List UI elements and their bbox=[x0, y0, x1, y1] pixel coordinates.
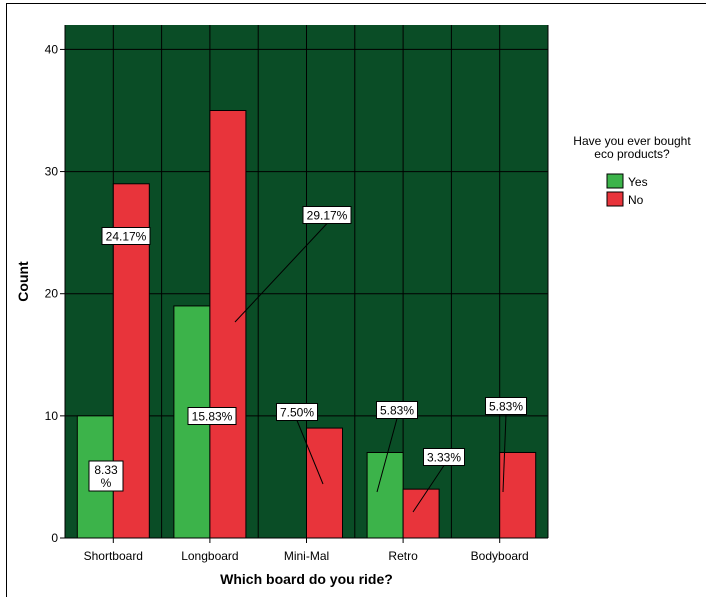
legend-swatch-yes bbox=[606, 173, 624, 189]
data-label-box bbox=[88, 460, 124, 492]
data-label: 8.33% bbox=[88, 460, 124, 492]
data-label-box bbox=[423, 448, 465, 466]
data-label: 5.83% bbox=[376, 401, 418, 419]
data-label: 3.33% bbox=[423, 448, 465, 466]
x-tick-label: Longboard bbox=[181, 549, 238, 563]
legend-title: eco products? bbox=[594, 147, 670, 161]
leader-line bbox=[412, 465, 445, 513]
data-label-box bbox=[302, 206, 352, 224]
leader-line bbox=[296, 420, 324, 485]
data-label-text: 29.17% bbox=[307, 209, 348, 223]
bar-no-mini-mal bbox=[306, 427, 343, 539]
data-label: 5.83% bbox=[485, 397, 527, 415]
data-label-text: 5.83% bbox=[380, 404, 414, 418]
bar-no-longboard bbox=[209, 110, 247, 539]
data-label-box bbox=[276, 403, 318, 421]
label-leader-lines bbox=[234, 223, 507, 513]
data-label-box bbox=[187, 407, 237, 425]
leader-line bbox=[234, 223, 328, 323]
bar-no-retro bbox=[402, 488, 440, 539]
leader-line bbox=[376, 418, 398, 493]
y-tick-label: 0 bbox=[51, 531, 58, 545]
data-label: 15.83% bbox=[187, 407, 237, 425]
data-label-text: 5.83% bbox=[489, 400, 523, 414]
data-labels: 8.33% 24.17% 15.83% 29.17% 7.50% 5.83% 3.33% 5.… bbox=[88, 206, 527, 492]
legend-title: Have you ever bought bbox=[573, 134, 691, 148]
x-tick-label: Bodyboard bbox=[471, 549, 529, 563]
chart-frame bbox=[6, 3, 706, 597]
legend-label-yes: Yes bbox=[628, 175, 648, 189]
data-label: 24.17% bbox=[101, 227, 151, 245]
data-label-text: 24.17% bbox=[106, 230, 147, 244]
x-axis-title: Which board do you ride? bbox=[220, 571, 393, 587]
data-label-text: % bbox=[101, 476, 112, 490]
y-tick-label: 20 bbox=[45, 287, 59, 301]
data-label-box bbox=[376, 401, 418, 419]
data-label: 7.50% bbox=[276, 403, 318, 421]
x-tick-label: Shortboard bbox=[84, 549, 143, 563]
y-tick-label: 10 bbox=[45, 409, 59, 423]
data-label-text: 3.33% bbox=[427, 451, 461, 465]
data-label: 29.17% bbox=[302, 206, 352, 224]
x-tick-label: Retro bbox=[388, 549, 418, 563]
x-tick-label: Mini-Mal bbox=[284, 549, 329, 563]
data-label-text: 7.50% bbox=[280, 406, 314, 420]
y-tick-label: 40 bbox=[45, 42, 59, 56]
y-axis-title: Count bbox=[15, 261, 31, 302]
data-label-text: 8.33 bbox=[94, 463, 118, 477]
data-label-box bbox=[101, 227, 151, 245]
data-label-box bbox=[485, 397, 527, 415]
legend-label-no: No bbox=[628, 193, 644, 207]
data-label-text: 15.83% bbox=[192, 410, 233, 424]
bar-no-bodyboard bbox=[499, 452, 537, 539]
legend-swatch-no bbox=[606, 191, 624, 207]
bar-yes-retro bbox=[366, 452, 404, 539]
axes: 0 10 20 30 40 Shortboard Longboard Mini-Mal Retr… bbox=[45, 25, 548, 563]
leader-line bbox=[502, 414, 507, 493]
y-tick-label: 30 bbox=[45, 165, 59, 179]
